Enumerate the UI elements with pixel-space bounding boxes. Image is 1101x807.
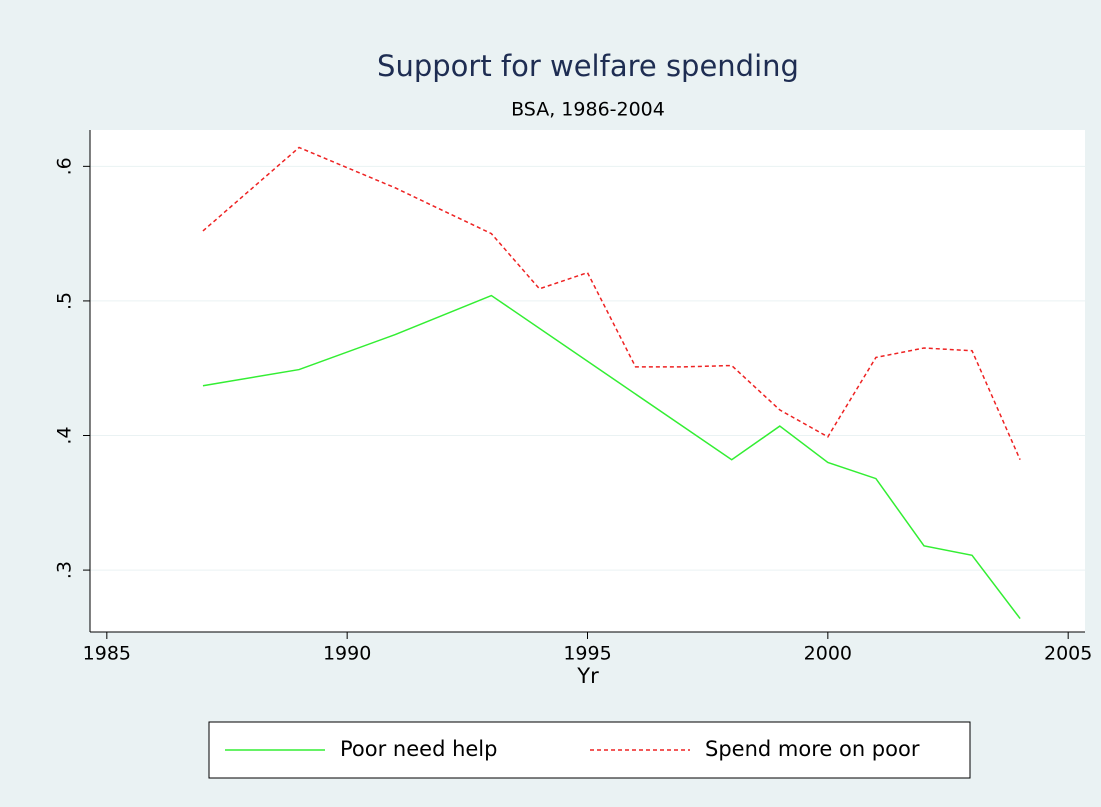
y-tick-label: .3 — [54, 561, 76, 579]
plot-area — [90, 130, 1085, 632]
legend-label: Poor need help — [340, 737, 497, 761]
x-axis-label: Yr — [576, 664, 599, 688]
x-tick-label: 1985 — [83, 643, 131, 665]
x-tick-label: 1995 — [563, 643, 611, 665]
chart-subtitle: BSA, 1986-2004 — [511, 99, 665, 121]
chart-title: Support for welfare spending — [377, 49, 799, 83]
y-tick-label: .6 — [54, 157, 76, 175]
y-tick-label: .4 — [54, 426, 76, 444]
grid — [90, 165, 1085, 571]
lines — [202, 146, 1021, 619]
legend — [208, 721, 971, 779]
x-tick-label: 1990 — [323, 643, 371, 665]
data-line — [202, 294, 1021, 619]
data-line — [202, 146, 1021, 461]
legend-label: Spend more on poor — [705, 737, 920, 761]
x-tick-label: 2005 — [1044, 643, 1092, 665]
y-tick-label: .5 — [54, 292, 76, 310]
x-tick-label: 2000 — [804, 643, 852, 665]
